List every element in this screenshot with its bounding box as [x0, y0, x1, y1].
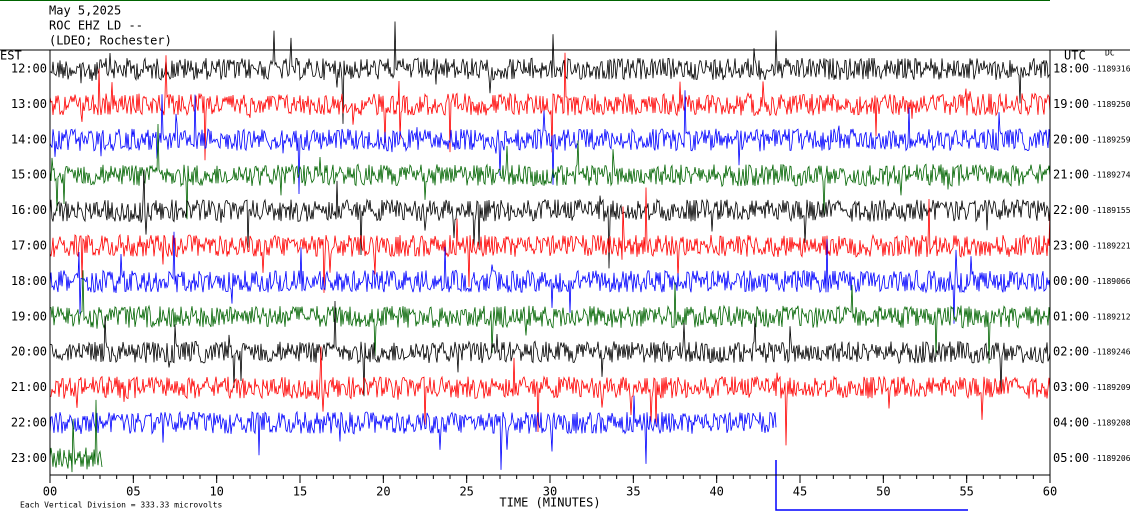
est-time: 23:00	[11, 451, 47, 465]
utc-time: 19:00	[1053, 97, 1089, 111]
dc-offset: -1189208	[1092, 419, 1130, 428]
utc-time: 20:00	[1053, 132, 1089, 146]
location: (LDEO; Rochester)	[49, 34, 172, 48]
est-time: 20:00	[11, 345, 47, 359]
utc-time: 22:00	[1053, 203, 1089, 217]
utc-time: 18:00	[1053, 62, 1089, 76]
x-tick-label: 50	[876, 485, 890, 499]
trace	[49, 270, 1051, 364]
trace	[49, 187, 1051, 293]
est-time: 22:00	[11, 416, 47, 430]
traces	[49, 21, 1051, 511]
est-time: 16:00	[11, 203, 47, 217]
est-time: 13:00	[11, 97, 47, 111]
trace	[49, 52, 1051, 161]
x-tick-label: 30	[543, 485, 557, 499]
utc-time: 23:00	[1053, 239, 1089, 253]
x-tick-label: 10	[209, 485, 223, 499]
dc-offset: -1189246	[1092, 348, 1130, 357]
est-time: 15:00	[11, 168, 47, 182]
est-time: 18:00	[11, 274, 47, 288]
x-tick-label: 60	[1043, 485, 1057, 499]
dc-offset: -1189212	[1092, 312, 1130, 321]
x-tick-label: 55	[959, 485, 973, 499]
trace	[49, 123, 1051, 220]
x-tick-label: 00	[43, 485, 57, 499]
trace	[49, 90, 1051, 195]
x-tick-label: 40	[709, 485, 723, 499]
x-tick-label: 45	[793, 485, 807, 499]
utc-time: 21:00	[1053, 168, 1089, 182]
x-tick-label: 15	[293, 485, 307, 499]
est-time: 19:00	[11, 309, 47, 323]
x-tick-label: 05	[126, 485, 140, 499]
dc-offset: -1189066	[1092, 277, 1130, 286]
dc-offset: -1189274	[1092, 171, 1130, 180]
trace	[49, 300, 1051, 397]
x-axis-label: TIME (MINUTES)	[499, 496, 600, 510]
trace	[49, 169, 1051, 269]
dc-offset: -1189221	[1092, 242, 1130, 251]
est-time: 14:00	[11, 132, 47, 146]
est-time: 12:00	[11, 62, 47, 76]
est-time: 17:00	[11, 239, 47, 253]
trace	[49, 231, 1051, 324]
date: May 5,2025	[49, 4, 121, 18]
x-tick-label: 25	[459, 485, 473, 499]
dc-label: DC	[1105, 49, 1115, 58]
trace	[49, 21, 1051, 124]
est-label: EST	[0, 49, 22, 63]
dc-offset: -1189155	[1092, 206, 1130, 215]
trace	[49, 399, 103, 473]
dc-offset: -1189316	[1092, 65, 1130, 74]
x-tick-label: 35	[626, 485, 640, 499]
trace	[49, 395, 777, 470]
dc-offset: -1189250	[1092, 100, 1130, 109]
utc-time: 03:00	[1053, 380, 1089, 394]
dc-offset: -1189259	[1092, 135, 1130, 144]
est-time: 21:00	[11, 380, 47, 394]
utc-time: 02:00	[1053, 345, 1089, 359]
utc-label: UTC	[1064, 49, 1086, 63]
utc-time: 00:00	[1053, 274, 1089, 288]
flat-line	[775, 460, 968, 511]
trace	[49, 346, 1051, 446]
utc-time: 04:00	[1053, 416, 1089, 430]
footer: Each Vertical Division = 333.33 microvol…	[20, 501, 222, 510]
utc-time: 01:00	[1053, 309, 1089, 323]
dc-offset: -1189209	[1092, 383, 1130, 392]
dc-offset: -1189206	[1092, 454, 1130, 463]
x-tick-label: 20	[376, 485, 390, 499]
utc-time: 05:00	[1053, 451, 1089, 465]
station: ROC EHZ LD --	[49, 19, 143, 33]
